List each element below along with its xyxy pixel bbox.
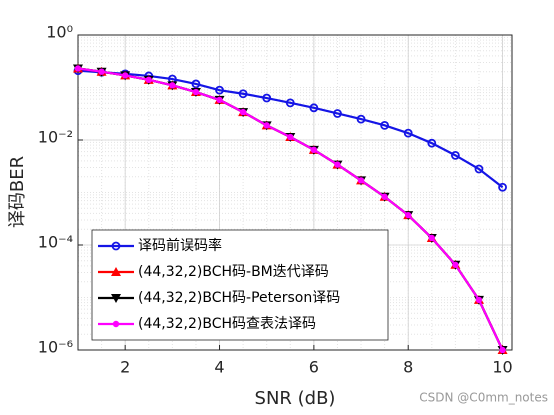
marker — [474, 164, 484, 174]
marker — [380, 120, 390, 130]
marker — [450, 150, 460, 160]
marker — [169, 82, 176, 89]
y-tick-label: 10⁻⁶ — [38, 338, 73, 357]
marker — [452, 261, 459, 268]
y-axis-label: 译码BER — [7, 156, 28, 228]
legend-marker — [112, 320, 120, 328]
marker — [357, 177, 365, 184]
x-axis-label: SNR (dB) — [255, 388, 336, 409]
legend-label: (44,32,2)BCH码-Peterson译码 — [138, 290, 340, 306]
marker — [475, 296, 483, 304]
watermark: CSDN @C0mm_notes — [419, 391, 548, 405]
marker — [262, 93, 272, 103]
marker — [285, 98, 295, 108]
marker — [499, 346, 506, 354]
x-tick-label: 4 — [214, 358, 224, 377]
marker — [381, 193, 388, 200]
marker — [287, 133, 294, 141]
y-tick-label: 10⁻⁴ — [38, 233, 73, 252]
marker — [356, 114, 366, 124]
marker — [74, 65, 82, 72]
marker — [98, 68, 105, 75]
marker — [498, 182, 507, 192]
y-tick-label: 10⁻² — [38, 128, 73, 147]
legend-marker — [111, 294, 121, 303]
x-tick-label: 2 — [120, 358, 130, 377]
marker — [145, 76, 152, 84]
marker — [121, 72, 129, 79]
marker — [310, 146, 318, 154]
legend-label: (44,32,2)BCH码查表法译码 — [138, 316, 316, 332]
legend-box — [91, 229, 389, 341]
marker — [192, 88, 200, 96]
legend-label: (44,32,2)BCH码-BM迭代译码 — [138, 264, 329, 280]
marker — [428, 234, 436, 242]
x-tick-label: 8 — [403, 358, 413, 377]
marker — [427, 138, 437, 148]
marker — [239, 108, 247, 116]
marker — [238, 89, 248, 99]
marker — [309, 103, 319, 113]
x-tick-label: 6 — [309, 358, 319, 377]
y-tick-label: 10⁰ — [46, 23, 73, 42]
legend-label: 译码前误码率 — [138, 237, 222, 254]
marker — [263, 122, 270, 129]
plot-frame — [77, 34, 513, 351]
marker — [405, 211, 412, 219]
marker — [403, 128, 413, 138]
legend-marker — [111, 241, 121, 251]
marker — [333, 109, 342, 118]
legend-marker — [111, 267, 121, 276]
x-tick-label: 10 — [492, 358, 512, 377]
marker — [216, 96, 223, 104]
marker — [334, 161, 341, 168]
marker — [215, 85, 224, 95]
